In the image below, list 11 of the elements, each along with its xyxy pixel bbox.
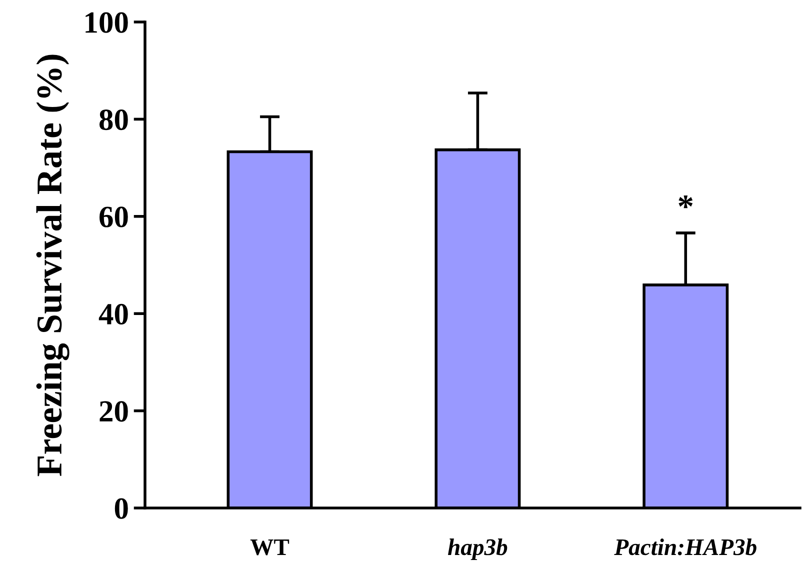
- annotation: *: [678, 196, 693, 208]
- y-tick-label: 0: [114, 498, 128, 519]
- y-tick-label: 100: [86, 12, 128, 33]
- y-tick-label: 40: [98, 304, 128, 324]
- x-tick-label: hap3b: [448, 538, 508, 560]
- x-tick-label: WT: [250, 539, 290, 556]
- y-tick-label: 60: [100, 206, 128, 228]
- y-tick-label: 20: [100, 401, 128, 422]
- y-tick-label: 80: [99, 109, 128, 130]
- x-tick-label: Pactin:HAP3b: [614, 538, 756, 556]
- y-axis-title: Freezing Survival Rate (%): [36, 54, 70, 476]
